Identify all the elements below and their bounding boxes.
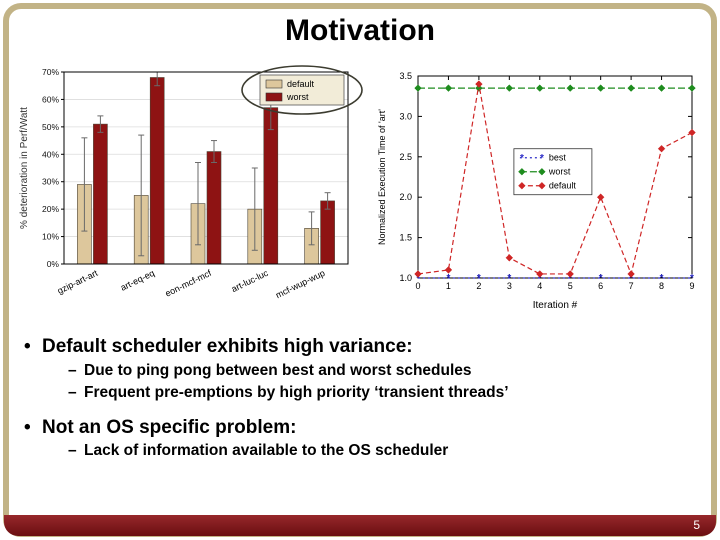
svg-text:default: default — [549, 181, 577, 191]
sub-bullet-item: – Due to ping pong between best and worst… — [68, 360, 704, 382]
sub-bullet-marker: – — [68, 361, 77, 379]
svg-text:2.0: 2.0 — [399, 192, 412, 202]
execution-time-line-chart: 1.0 1.5 2.0 2.5 3.0 3.5 0 1 2 3 4 5 6 7 8 9 * * * * * * * * * * It… — [374, 68, 702, 312]
svg-text:mcf-wup-wup: mcf-wup-wup — [274, 268, 326, 300]
sub-bullet-item: – Lack of information available to the OS… — [68, 440, 704, 462]
svg-text:*: * — [568, 273, 572, 284]
page-number: 5 — [693, 518, 700, 532]
sub-bullet-text: Frequent pre-emptions by high priority ‘… — [84, 384, 509, 402]
sub-bullet-marker: – — [68, 384, 77, 402]
svg-text:5: 5 — [568, 281, 573, 291]
svg-text:*: * — [538, 273, 542, 284]
page-title: Motivation — [285, 14, 435, 47]
svg-text:best: best — [549, 153, 567, 163]
svg-text:8: 8 — [659, 281, 664, 291]
svg-text:3.5: 3.5 — [399, 71, 412, 81]
svg-text:*: * — [507, 273, 511, 284]
svg-text:10%: 10% — [42, 232, 59, 242]
svg-text:% deterioration in Perf/Watt: % deterioration in Perf/Watt — [19, 107, 30, 229]
svg-text:worst: worst — [548, 167, 571, 177]
svg-text:70%: 70% — [42, 67, 59, 77]
svg-text:*: * — [446, 273, 450, 284]
sub-bullet-text: Due to ping pong between best and worst … — [84, 361, 472, 379]
svg-text:60%: 60% — [42, 94, 59, 104]
bullet-text: Default scheduler exhibits high variance… — [42, 336, 413, 357]
bullet-list: • Default scheduler exhibits high varianc… — [24, 334, 704, 463]
svg-text:default: default — [287, 79, 315, 89]
bullet-item: • Not an OS specific problem: — [24, 415, 704, 441]
svg-text:1.0: 1.0 — [399, 273, 412, 283]
svg-text:*: * — [690, 273, 694, 284]
svg-text:20%: 20% — [42, 204, 59, 214]
svg-text:6: 6 — [598, 281, 603, 291]
svg-text:*: * — [520, 153, 524, 164]
svg-text:4: 4 — [537, 281, 542, 291]
svg-text:*: * — [540, 153, 544, 164]
svg-text:Normalized Execution Time of ': Normalized Execution Time of 'art' — [377, 109, 387, 245]
svg-text:*: * — [599, 273, 603, 284]
svg-text:7: 7 — [629, 281, 634, 291]
perf-watt-bar-chart: 0% 10% 20% 30% 40% 50% 60% 70% gzip-art-art art-e… — [16, 60, 363, 316]
bullet-item: • Default scheduler exhibits high varianc… — [24, 334, 704, 360]
svg-text:3: 3 — [507, 281, 512, 291]
sub-bullet-marker: – — [68, 442, 77, 460]
svg-text:eon-mcf-mcf: eon-mcf-mcf — [164, 268, 214, 299]
sub-bullet-item: – Frequent pre-emptions by high priority … — [68, 382, 704, 404]
svg-text:*: * — [629, 273, 633, 284]
svg-text:*: * — [416, 273, 420, 284]
svg-text:Iteration #: Iteration # — [533, 300, 578, 311]
svg-text:9: 9 — [689, 281, 694, 291]
bullet-text: Not an OS specific problem: — [42, 416, 297, 438]
svg-text:0%: 0% — [47, 259, 60, 269]
svg-text:1: 1 — [446, 281, 451, 291]
svg-text:3.0: 3.0 — [399, 111, 412, 121]
bullet-marker: • — [24, 416, 31, 438]
svg-text:1.5: 1.5 — [399, 233, 412, 243]
svg-text:0: 0 — [415, 281, 420, 291]
line-chart-svg: 1.01.52.02.53.03.50 1 2 3 4 5 6 7 8 9* * * * * * * * * *It… — [377, 71, 696, 311]
svg-text:*: * — [660, 273, 664, 284]
svg-text:gzip-art-art: gzip-art-art — [56, 268, 100, 296]
svg-text:art-luc-luc: art-luc-luc — [230, 268, 270, 295]
svg-text:30%: 30% — [42, 177, 59, 187]
bullet-marker: • — [24, 336, 31, 357]
svg-text:*: * — [477, 273, 481, 284]
svg-text:art-eq-eq: art-eq-eq — [119, 268, 156, 293]
svg-text:worst: worst — [286, 92, 309, 102]
svg-text:2.5: 2.5 — [399, 152, 412, 162]
bar-chart-svg: 0% 10% 20% 30% 40% 50% 60% 70% gzip-art-art art-e… — [19, 65, 363, 300]
sub-bullet-text: Lack of information available to the OS … — [84, 442, 449, 460]
svg-text:2: 2 — [476, 281, 481, 291]
footer-bar: 5 — [4, 515, 716, 536]
svg-text:50%: 50% — [42, 122, 59, 132]
svg-text:40%: 40% — [42, 149, 59, 159]
